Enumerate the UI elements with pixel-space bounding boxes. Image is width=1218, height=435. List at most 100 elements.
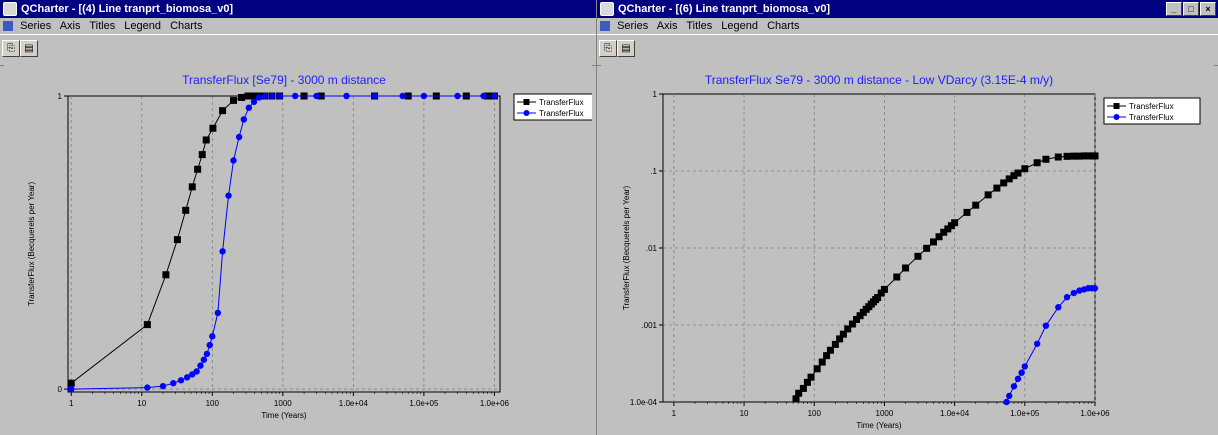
data-point bbox=[230, 157, 237, 164]
data-point bbox=[807, 373, 815, 381]
legend-box bbox=[1103, 97, 1201, 125]
legend-marker bbox=[523, 110, 530, 116]
data-point bbox=[923, 244, 931, 252]
data-point bbox=[813, 365, 821, 373]
minimize-button[interactable]: _ bbox=[1166, 2, 1182, 16]
data-point bbox=[1091, 285, 1099, 292]
menu-legend[interactable]: Legend bbox=[721, 20, 758, 32]
x-tick-label: 1.0e+05 bbox=[409, 399, 439, 408]
legend-marker bbox=[523, 99, 530, 105]
menu-charts[interactable]: Charts bbox=[170, 20, 203, 32]
menu-titles[interactable]: Titles bbox=[686, 20, 713, 32]
data-point bbox=[173, 236, 181, 244]
data-point bbox=[1054, 153, 1062, 161]
data-point bbox=[1021, 165, 1029, 173]
data-point bbox=[276, 92, 283, 100]
data-point bbox=[1010, 172, 1018, 180]
close-button[interactable]: × bbox=[1200, 2, 1216, 16]
document-icon[interactable] bbox=[3, 21, 13, 31]
data-point bbox=[1000, 179, 1008, 187]
app-icon bbox=[3, 2, 17, 16]
data-point bbox=[209, 333, 216, 340]
data-point bbox=[1021, 363, 1029, 370]
legend-label: TransferFlux bbox=[1129, 102, 1174, 111]
menu-titles[interactable]: Titles bbox=[89, 20, 116, 32]
x-axis-label: Time (Years) bbox=[856, 421, 902, 430]
series-2 bbox=[68, 92, 498, 393]
y-tick-label: 1 bbox=[58, 92, 63, 101]
data-point bbox=[67, 379, 75, 387]
data-point bbox=[230, 96, 238, 104]
data-point bbox=[420, 92, 428, 100]
data-point bbox=[1075, 152, 1083, 160]
data-point bbox=[177, 377, 185, 384]
data-point bbox=[877, 289, 885, 297]
print-icon[interactable]: ▤ bbox=[617, 40, 635, 57]
data-point bbox=[255, 94, 263, 101]
chart-title: TransferFlux [Se79] - 3000 m distance bbox=[182, 73, 386, 87]
data-point bbox=[268, 92, 276, 100]
data-point bbox=[219, 248, 226, 255]
right-title-bar[interactable]: QCharter - [(6) Line tranprt_biomosa_v0]… bbox=[597, 0, 1218, 18]
x-tick-label: 1.0e+05 bbox=[1010, 409, 1040, 418]
data-point bbox=[480, 92, 487, 100]
data-point bbox=[831, 340, 839, 348]
maximize-button[interactable]: □ bbox=[1183, 2, 1199, 16]
data-point bbox=[1014, 169, 1022, 177]
data-point bbox=[823, 352, 831, 360]
document-icon[interactable] bbox=[600, 21, 610, 31]
data-point bbox=[818, 358, 826, 366]
data-point bbox=[238, 93, 246, 101]
data-point bbox=[929, 238, 937, 246]
data-point bbox=[249, 92, 257, 100]
left-title-bar[interactable]: QCharter - [(4) Line tranprt_biomosa_v0] bbox=[0, 0, 596, 18]
copy-icon[interactable]: ⎘ bbox=[2, 40, 20, 57]
legend: TransferFlux TransferFlux bbox=[513, 93, 595, 121]
menu-series[interactable]: Series bbox=[617, 20, 649, 32]
left-menu-bar: Series Axis Titles Legend Charts bbox=[0, 18, 596, 34]
data-point bbox=[1033, 159, 1041, 167]
data-point bbox=[206, 341, 213, 349]
legend-label: TransferFlux bbox=[1129, 113, 1174, 122]
y-tick-label: .01 bbox=[646, 244, 658, 253]
x-tick-label: 1 bbox=[672, 409, 677, 418]
x-axis-label: Time (Years) bbox=[261, 411, 307, 420]
print-icon[interactable]: ▤ bbox=[20, 40, 38, 57]
data-point bbox=[1070, 152, 1078, 160]
data-point bbox=[214, 309, 222, 317]
x-tick-label: 1.0e+04 bbox=[339, 399, 369, 408]
data-point bbox=[1018, 369, 1025, 376]
x-tick-label: 100 bbox=[808, 409, 822, 418]
data-point bbox=[194, 165, 202, 173]
data-point bbox=[972, 201, 980, 209]
x-tick-label: 100 bbox=[206, 399, 220, 408]
menu-legend[interactable]: Legend bbox=[124, 20, 161, 32]
data-point bbox=[935, 233, 943, 241]
y-tick-label: 0 bbox=[58, 385, 63, 394]
data-point bbox=[874, 294, 882, 302]
data-point bbox=[993, 184, 1001, 192]
menu-series[interactable]: Series bbox=[20, 20, 52, 32]
legend: TransferFlux TransferFlux bbox=[1103, 97, 1201, 125]
copy-icon[interactable]: ⎘ bbox=[599, 40, 617, 57]
menu-axis[interactable]: Axis bbox=[656, 20, 678, 32]
right-chart-window: QCharter - [(6) Line tranprt_biomosa_v0]… bbox=[596, 0, 1218, 435]
y-tick-label: 1 bbox=[653, 90, 658, 99]
series-1 bbox=[792, 152, 1099, 403]
data-point bbox=[144, 384, 151, 391]
data-point bbox=[225, 192, 232, 199]
data-point bbox=[1010, 383, 1018, 390]
x-tick-label: 1 bbox=[69, 399, 74, 408]
data-point bbox=[203, 350, 211, 358]
data-point bbox=[803, 378, 811, 386]
menu-axis[interactable]: Axis bbox=[59, 20, 81, 32]
data-point bbox=[183, 374, 191, 381]
left-toolbar: ⎘ ▤ bbox=[0, 34, 596, 66]
x-tick-label: 1.0e+06 bbox=[480, 399, 510, 408]
data-point bbox=[1033, 340, 1041, 347]
right-chart: 1 10 100 1000 1.0e+04 1.0e+05 1.0e+06 1.0e-04 .0… bbox=[622, 73, 1201, 430]
menu-charts[interactable]: Charts bbox=[767, 20, 800, 32]
y-axis-label: TransferFlux (Becquerels per Year) bbox=[622, 186, 631, 311]
left-window-title: QCharter - [(4) Line tranprt_biomosa_v0] bbox=[21, 3, 234, 15]
data-point bbox=[454, 92, 461, 100]
